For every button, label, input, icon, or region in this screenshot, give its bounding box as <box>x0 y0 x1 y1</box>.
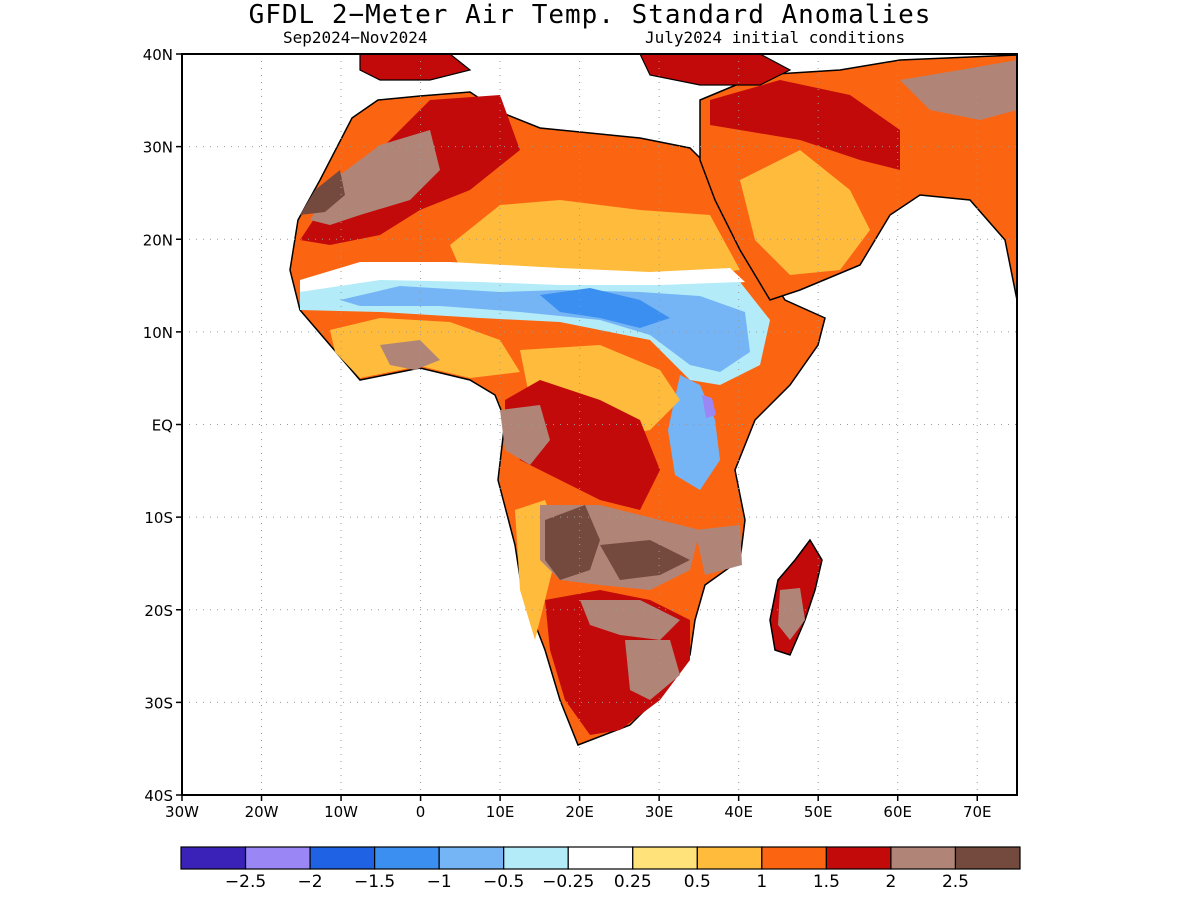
colorbar-swatch <box>632 846 698 870</box>
anomaly-iran-brown <box>900 60 1017 120</box>
anomaly-westafrica-brown <box>380 340 440 370</box>
lat-tick-label: 20S <box>144 602 173 620</box>
lat-tick-label: 40N <box>143 46 173 64</box>
colorbar-swatch <box>244 846 311 870</box>
lat-tick-label: 20N <box>143 231 173 249</box>
lon-tick-label: 30E <box>645 803 674 821</box>
colorbar-label: 0.25 <box>614 872 652 892</box>
colorbar-label: 0.5 <box>684 872 711 892</box>
colorbar-swatch <box>438 846 505 870</box>
anomaly-highveld-brown <box>625 640 680 700</box>
lon-tick-label: 50E <box>804 803 833 821</box>
lon-tick-label: 60E <box>883 803 912 821</box>
colorbar-swatch <box>761 846 827 870</box>
colorbar-swatch <box>825 846 892 870</box>
colorbar-swatch <box>954 846 1021 870</box>
colorbar: −2.5 −2 −1.5 −1 −0.5 −0.25 0.25 0.5 1 1.5 2 2.5 <box>180 846 1021 892</box>
anomaly-congo-red <box>505 380 660 510</box>
anomaly-mideast-red <box>710 80 900 170</box>
colorbar-label: 1.5 <box>813 872 840 892</box>
colorbar-label: 2 <box>886 872 897 892</box>
colorbar-label: −1 <box>427 872 452 892</box>
anomaly-madagascar-brown <box>778 588 805 640</box>
map-title: GFDL 2−Meter Air Temp. Standard Anomalie… <box>248 0 932 30</box>
anomaly-mozambique-brown <box>695 525 742 575</box>
lon-tick-label: 10E <box>486 803 515 821</box>
colorbar-label: 1 <box>756 872 767 892</box>
colorbar-swatch <box>890 846 957 870</box>
anomaly-arabia-yellow <box>740 150 870 275</box>
lon-tick-label: 30W <box>165 803 199 821</box>
turkey-landmass <box>639 54 792 86</box>
lat-tick-label: 40S <box>144 787 173 805</box>
colorbar-swatch <box>567 846 634 870</box>
colorbar-label: −2.5 <box>225 872 266 892</box>
anomaly-gabon-brown <box>500 405 550 465</box>
colorbar-label: −0.25 <box>542 872 594 892</box>
lon-tick-label: 20W <box>245 803 279 821</box>
colorbar-label: −2 <box>298 872 323 892</box>
lat-tick-label: 30N <box>143 139 173 157</box>
anomaly-sahel-midblue <box>540 288 670 328</box>
lon-tick-label: 10W <box>324 803 358 821</box>
longitude-axis: 30W 20W 10W 0 10E 20E 30E 40E 50E 60E 70E <box>165 795 992 821</box>
lat-tick-label: 10S <box>144 509 173 527</box>
lat-tick-label: EQ <box>152 417 173 435</box>
latitude-axis: 40N 30N 20N 10N EQ 10S 20S 30S 40S <box>143 46 182 805</box>
map-field <box>289 54 1017 746</box>
anomaly-sahel-yellow <box>450 200 740 275</box>
colorbar-label: −0.5 <box>483 872 524 892</box>
lon-tick-label: 20E <box>565 803 594 821</box>
colorbar-swatch <box>374 846 440 870</box>
colorbar-swatch <box>309 846 376 870</box>
anomaly-angola-dark <box>545 505 600 580</box>
anomaly-nw-brown <box>310 130 440 225</box>
anomaly-nw-dark <box>300 170 345 215</box>
europe-landmass <box>359 54 472 81</box>
colorbar-label: −1.5 <box>354 872 395 892</box>
anomaly-zambia-dark <box>600 540 690 580</box>
lon-tick-label: 40E <box>724 803 753 821</box>
lon-tick-label: 0 <box>416 803 426 821</box>
anomaly-botswana-brown <box>580 600 680 640</box>
forecast-period: Sep2024−Nov2024 <box>283 28 428 47</box>
lat-tick-label: 30S <box>144 694 173 712</box>
colorbar-label: 2.5 <box>942 872 969 892</box>
colorbar-swatch <box>696 846 763 870</box>
colorbar-swatch <box>180 846 247 870</box>
lon-tick-label: 70E <box>963 803 992 821</box>
colorbar-swatch <box>503 846 569 870</box>
anomaly-eastafrica-purple <box>702 395 716 418</box>
lat-tick-label: 10N <box>143 324 173 342</box>
initial-conditions: July2024 initial conditions <box>645 28 906 47</box>
